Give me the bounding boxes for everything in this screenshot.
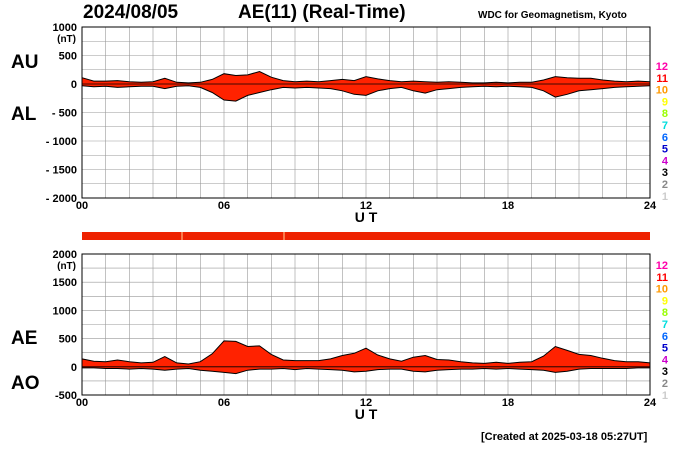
station-count-label: 12 — [656, 260, 668, 272]
station-count-label: 10 — [656, 284, 668, 296]
y-tick-label: 0 — [71, 362, 77, 374]
x-tick-label: 12 — [360, 200, 372, 212]
al-label: AL — [11, 104, 37, 125]
y-tick-label: - 1500 — [46, 165, 77, 177]
page-title: AE(11) (Real-Time) — [238, 2, 406, 23]
y-tick-label: -500 — [55, 390, 77, 402]
area-fill-au-al — [82, 71, 650, 102]
y-tick-label: 500 — [59, 51, 77, 63]
station-count-label: 7 — [662, 319, 668, 331]
x-tick-label: 18 — [502, 200, 514, 212]
y-tick-label: 500 — [59, 334, 77, 346]
x-tick-label: 24 — [644, 200, 657, 212]
station-count-label: 9 — [662, 295, 668, 307]
series-line-au — [81, 70, 651, 84]
y-tick-label: 1500 — [53, 277, 77, 289]
y-tick-label: - 1000 — [46, 136, 77, 148]
y-tick-label: - 500 — [52, 108, 77, 120]
station-count-label: 5 — [662, 144, 668, 156]
y-tick-label: 1000 — [53, 22, 77, 34]
station-count-label: 12 — [656, 61, 668, 73]
station-count-label: 8 — [662, 108, 668, 120]
y-tick-label: - 2000 — [46, 193, 77, 205]
station-count-bar — [82, 232, 650, 240]
station-count-label: 9 — [662, 96, 668, 108]
series-line-al — [81, 85, 651, 102]
station-count-label: 8 — [662, 307, 668, 319]
x-tick-label: 18 — [502, 397, 514, 409]
series-line-ao — [82, 367, 650, 375]
x-tick-label: 00 — [76, 200, 88, 212]
station-count-label: 7 — [662, 120, 668, 132]
station-count-label: 3 — [662, 167, 668, 179]
organization-label: WDC for Geomagnetism, Kyoto — [478, 10, 627, 21]
station-count-label: 3 — [662, 366, 668, 378]
x-tick-label: 12 — [360, 397, 372, 409]
x-axis-title: U T — [355, 406, 378, 422]
station-count-label: 2 — [662, 378, 668, 390]
station-count-label: 5 — [662, 343, 668, 355]
area-fill-ae-ao — [82, 340, 650, 374]
plot-frame — [81, 253, 651, 396]
station-count-label: 10 — [656, 85, 668, 97]
chart-panel-1 — [81, 253, 651, 396]
station-count-label: 4 — [662, 354, 669, 366]
station-count-label: 2 — [662, 179, 668, 191]
chart-panel-0 — [81, 26, 651, 199]
x-tick-label: 06 — [218, 200, 230, 212]
plot-frame — [81, 26, 651, 199]
date-heading: 2024/08/05 — [83, 2, 179, 23]
y-tick-label: 2000 — [53, 249, 77, 261]
au-label: AU — [11, 52, 39, 73]
created-timestamp: [Created at 2025-03-18 05:27UT] — [481, 431, 648, 443]
station-count-label: 6 — [662, 132, 668, 144]
station-count-label: 6 — [662, 331, 668, 343]
x-axis-title: U T — [355, 209, 378, 225]
x-tick-label: 06 — [218, 397, 230, 409]
station-count-label: 11 — [656, 73, 668, 85]
x-tick-label: 24 — [644, 397, 657, 409]
station-count-label: 1 — [662, 191, 668, 203]
ae-label: AE — [11, 328, 38, 349]
station-count-label: 4 — [662, 155, 669, 167]
y-tick-label: 1000 — [53, 305, 77, 317]
unit-label: (nT) — [57, 261, 76, 272]
station-count-label: 11 — [656, 272, 668, 284]
unit-label: (nT) — [57, 34, 76, 45]
station-count-label: 1 — [662, 390, 668, 402]
x-tick-label: 00 — [76, 397, 88, 409]
y-tick-label: 0 — [71, 79, 77, 91]
ao-label: AO — [11, 373, 40, 394]
series-line-ae — [81, 340, 651, 365]
